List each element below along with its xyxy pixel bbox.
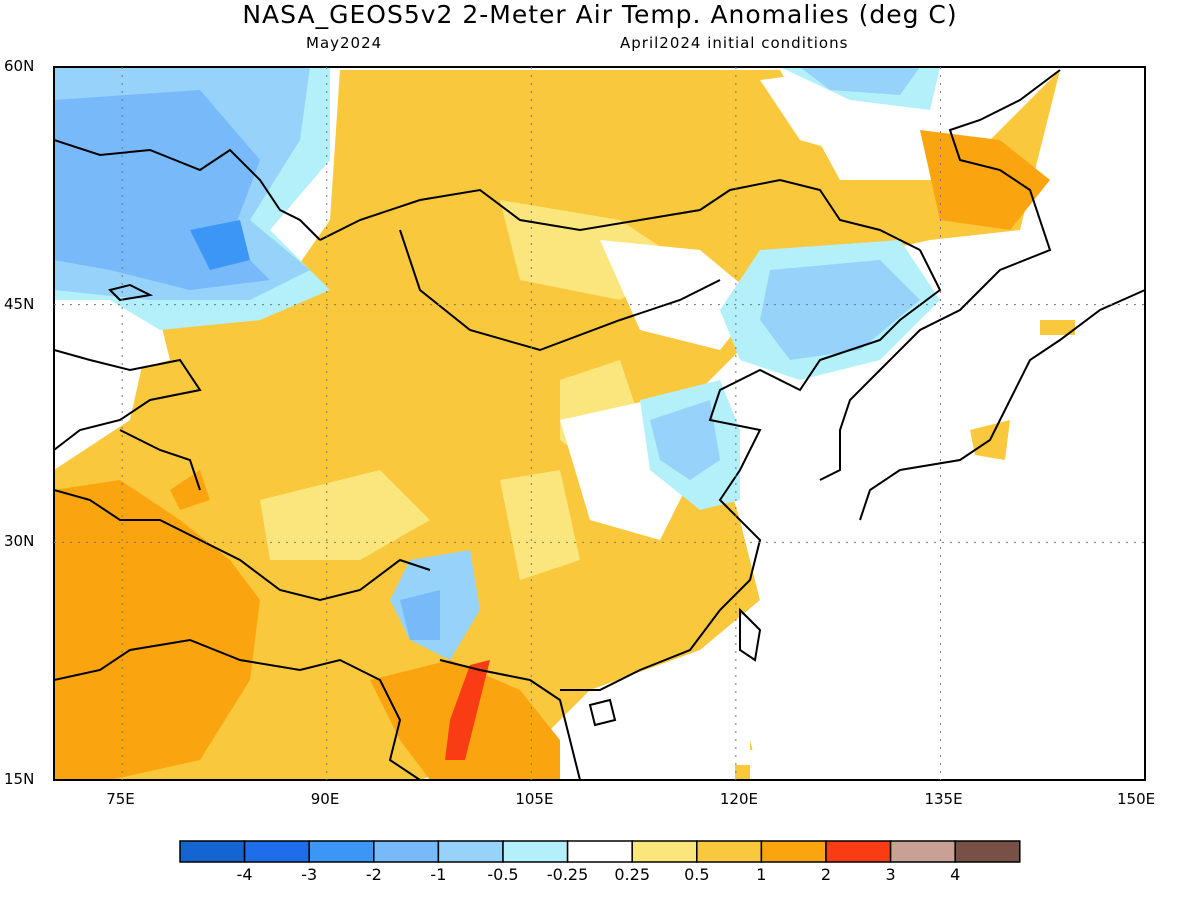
colorbar-label: -0.5 <box>487 865 518 884</box>
lon-label: 90E <box>310 790 340 808</box>
colorbar-swatch <box>566 840 633 863</box>
colorbar-swatch <box>308 840 375 863</box>
chart-title: NASA_GEOS5v2 2-Meter Air Temp. Anomalies… <box>242 0 958 29</box>
colorbar-swatch <box>373 840 440 863</box>
colorbar-label: 4 <box>950 865 960 884</box>
colorbar-swatch <box>825 840 892 863</box>
colorbar-label: -3 <box>301 865 317 884</box>
coastlines <box>54 69 1145 780</box>
valid-month-label: May2024 <box>306 34 383 52</box>
lon-label: 135E <box>924 790 963 808</box>
lon-label: 120E <box>719 790 758 808</box>
colorbar-label: 1 <box>756 865 766 884</box>
colorbar: -4 -3 -2 -1 -0.5 -0.25 0.25 0.5 1 2 3 4 <box>179 840 1021 884</box>
colorbar-label: 2 <box>821 865 831 884</box>
colorbar-label: -4 <box>237 865 253 884</box>
colorbar-swatch <box>243 840 310 863</box>
colorbar-swatch <box>889 840 956 863</box>
lon-label: 105E <box>515 790 554 808</box>
colorbar-label: 0.5 <box>684 865 709 884</box>
lat-label: 60N <box>4 57 35 75</box>
init-conditions-label: April2024 initial conditions <box>620 34 849 52</box>
colorbar-label: -2 <box>366 865 382 884</box>
colorbar-label: 3 <box>886 865 896 884</box>
colorbar-label: 0.25 <box>614 865 650 884</box>
colorbar-swatch <box>631 840 698 863</box>
colorbar-swatch <box>954 840 1021 863</box>
colorbar-swatch <box>760 840 827 863</box>
colorbar-swatch <box>696 840 763 863</box>
colorbar-label: -1 <box>430 865 446 884</box>
lat-label: 45N <box>4 294 35 313</box>
colorbar-swatch <box>437 840 504 863</box>
map-frame <box>53 66 1146 781</box>
anomaly-field <box>54 67 1145 780</box>
colorbar-swatch <box>502 840 569 863</box>
lat-label: 30N <box>4 532 35 551</box>
lon-label: 75E <box>106 790 135 808</box>
gridlines <box>54 67 1145 780</box>
lat-label: 15N <box>4 770 35 788</box>
colorbar-swatch <box>179 840 246 863</box>
colorbar-label: -0.25 <box>547 865 588 884</box>
lon-label: 150E <box>1117 790 1156 808</box>
